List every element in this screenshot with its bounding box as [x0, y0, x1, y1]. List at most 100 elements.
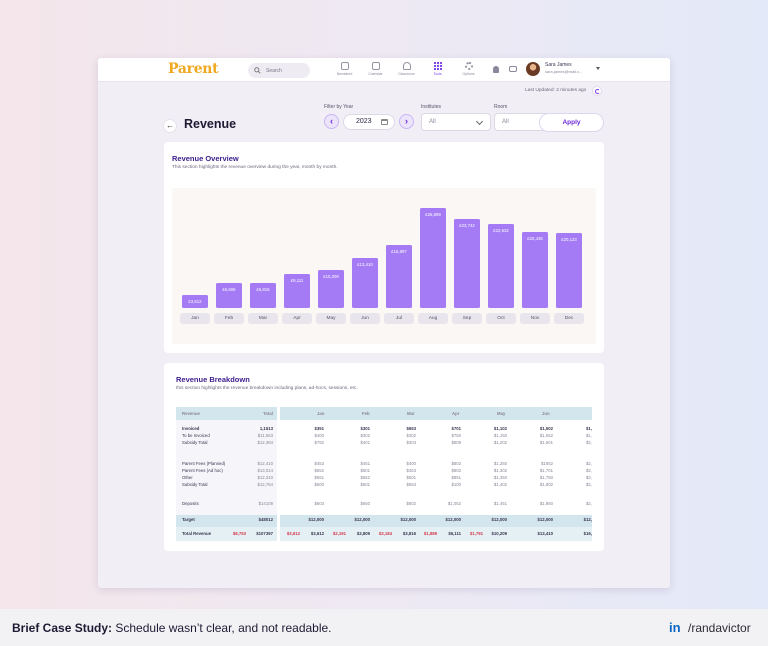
bell-icon[interactable] — [493, 66, 499, 73]
table-cell: $14109 — [258, 501, 273, 506]
bar-value-label: £20,436 — [527, 235, 543, 241]
prev-year-button[interactable]: ‹ — [324, 114, 339, 129]
table-cell: $107397 — [256, 531, 273, 536]
row-background — [176, 407, 592, 420]
table-cell: $12,764 — [257, 482, 273, 487]
table-cell: $12,000 — [354, 517, 370, 522]
last-updated: Last Updated: 2 minutes ago — [525, 88, 587, 93]
table-cell: $12, — [583, 517, 592, 522]
table-cell: $1,802 — [539, 482, 553, 487]
chart-bar[interactable]: £9,111 — [284, 274, 310, 308]
chart-bar[interactable]: £6,816 — [250, 282, 276, 308]
chart-bar[interactable]: £20,123 — [556, 232, 582, 308]
institutes-select[interactable]: All — [421, 113, 491, 131]
table-cell: 1,1513 — [259, 426, 273, 431]
table-cell: Subsidy Total — [182, 482, 208, 487]
table-cell: $650 — [360, 501, 370, 506]
table-cell: $3,809 — [356, 531, 370, 536]
chart-bar[interactable]: £10,209 — [318, 269, 344, 308]
avatar[interactable] — [526, 62, 540, 76]
chart-bar[interactable]: £20,436 — [522, 231, 548, 308]
table-cell: $802 — [451, 461, 461, 466]
refresh-button[interactable] — [592, 86, 602, 96]
next-year-button[interactable]: › — [399, 114, 414, 129]
table-cell: $2,191 — [332, 531, 346, 536]
bar-value-label: £16,897 — [391, 248, 407, 254]
footer-caption-bold: Brief Case Study: — [12, 621, 113, 635]
table-cell: $603 — [314, 501, 324, 506]
nav-label: Newsfeed — [336, 72, 353, 76]
search-placeholder: Search — [266, 67, 282, 74]
table-cell: $1,750 — [539, 475, 553, 480]
table-cell: $1,250 — [493, 461, 507, 466]
chart-bar[interactable]: £3,612 — [182, 294, 208, 308]
chart-bar[interactable]: £6,606 — [216, 283, 242, 308]
nav-item-calendar[interactable]: Calendar — [360, 62, 391, 76]
apply-button[interactable]: Apply — [539, 113, 604, 132]
grid-icon — [433, 62, 442, 70]
nav-item-newsfeed[interactable]: Newsfeed — [329, 62, 360, 76]
table-cell: $12,310 — [257, 475, 273, 480]
table-cell: $1,102 — [493, 426, 507, 431]
chevron-down-icon[interactable] — [596, 67, 600, 70]
table-cell: $1,850 — [539, 501, 553, 506]
refresh-icon — [594, 88, 600, 94]
table-cell: $1,451 — [493, 501, 507, 506]
chart-bar[interactable]: £13,410 — [352, 257, 378, 308]
chart-bar[interactable]: £22,632 — [488, 223, 514, 308]
month-label: Feb — [214, 313, 244, 324]
table-cell: $3,816 — [402, 531, 416, 536]
nav-item-tools[interactable]: Tools — [422, 62, 453, 76]
nav-label: Tools — [433, 72, 442, 76]
month-label: May — [316, 313, 346, 324]
table-cell: $10,209 — [491, 531, 507, 536]
table-cell: Jun — [542, 411, 550, 416]
room-value: All — [502, 119, 509, 125]
year-field[interactable]: 2023 — [343, 114, 395, 130]
table-cell: $1,350 — [493, 475, 507, 480]
table-cell: $792 — [314, 440, 324, 445]
table-cell: $100 — [451, 482, 461, 487]
nav-label: Classroom — [398, 72, 415, 76]
table-cell: $13,410 — [537, 531, 553, 536]
chart-bar[interactable]: £16,897 — [386, 244, 412, 308]
table-cell: $12,384 — [257, 440, 273, 445]
back-button[interactable]: ← — [163, 119, 177, 133]
table-cell: $551 — [314, 475, 324, 480]
chevron-down-icon — [475, 117, 484, 126]
month-label: Sep — [452, 313, 482, 324]
revenue-breakdown-card: Revenue Breakdown this section highlight… — [164, 363, 604, 551]
table-cell: $1,202 — [493, 440, 507, 445]
table-cell: $1,601 — [539, 440, 553, 445]
month-label: Mar — [248, 313, 278, 324]
table-cell: Jan — [317, 411, 325, 416]
app-logo[interactable]: Parent — [168, 61, 219, 77]
nav-label: Calendar — [368, 72, 383, 76]
table-cell: Deposits — [182, 501, 199, 506]
table-cell: $11,563 — [257, 433, 273, 438]
table-cell: $652 — [314, 468, 324, 473]
table-cell: $302 — [406, 433, 416, 438]
table-cell: $1, — [586, 426, 592, 431]
nav-items: Newsfeed Calendar Classroom Tools Option… — [329, 62, 484, 76]
search-input[interactable]: Search — [248, 63, 310, 78]
chart-bar[interactable]: £26,809 — [420, 208, 446, 308]
table-cell: $401 — [360, 440, 370, 445]
nav-item-options[interactable]: Options — [453, 62, 484, 76]
table-cell: $302 — [360, 433, 370, 438]
page-title: Revenue — [184, 117, 237, 131]
table-cell: $1652 — [541, 461, 553, 466]
table-cell: $2, — [586, 440, 592, 445]
table-cell: $809 — [451, 440, 461, 445]
nav-item-classroom[interactable]: Classroom — [391, 62, 422, 76]
chart-bar[interactable]: £23,742 — [454, 219, 480, 308]
table-cell: $12,000 — [537, 517, 553, 522]
breakdown-table: Revenue Total Jan Feb Mar Apr May Jun Invoiced 1,… — [176, 407, 592, 543]
table-cell: $501 — [406, 475, 416, 480]
table-cell: Apr — [452, 411, 460, 416]
table-cell: Total Revenue — [182, 531, 212, 536]
institutes-label: Institutes — [421, 104, 442, 110]
month-label: Apr — [282, 313, 312, 324]
month-label: Nov — [520, 313, 550, 324]
chat-icon[interactable] — [509, 66, 517, 72]
